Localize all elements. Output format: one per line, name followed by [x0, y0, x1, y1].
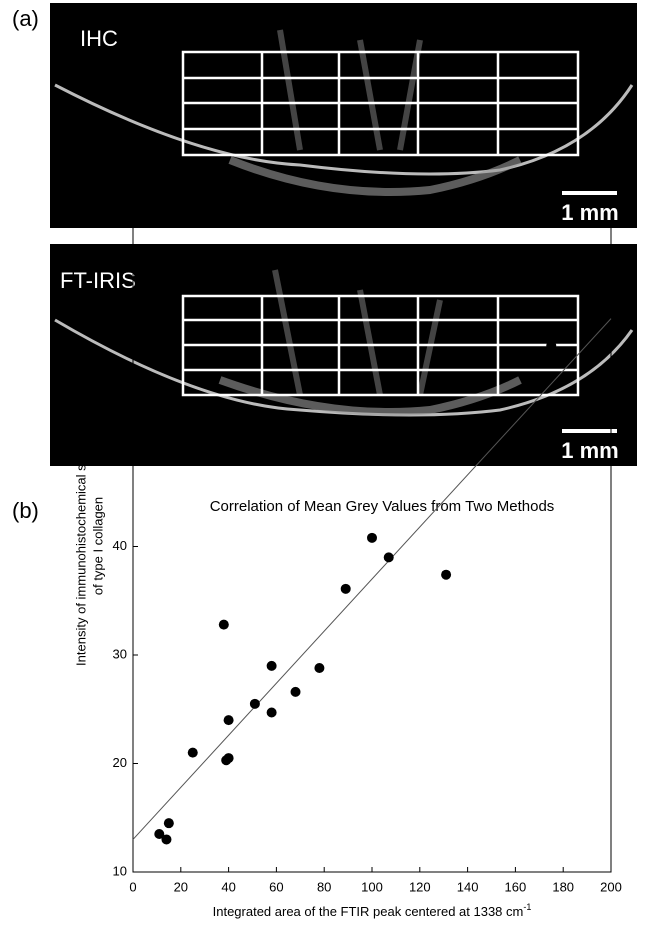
scale-label: 1 mm: [561, 438, 618, 463]
data-point: [187, 747, 198, 758]
x-axis-label: Integrated area of the FTIR peak centere…: [213, 902, 532, 919]
data-point: [266, 707, 277, 718]
data-point: [223, 715, 234, 726]
x-tick-label: 140: [457, 879, 479, 894]
data-point: [249, 698, 260, 709]
y-tick-label: 60: [113, 321, 127, 336]
x-tick-label: 80: [317, 879, 331, 894]
data-point: [223, 753, 234, 764]
data-point: [290, 686, 301, 697]
x-tick-label: 60: [269, 879, 283, 894]
y-axis-label: of type I collagen: [90, 497, 105, 595]
x-tick-label: 120: [409, 879, 431, 894]
data-point: [154, 829, 165, 840]
y-tick-label: 20: [113, 755, 127, 770]
micrograph: IHC 1 mm: [50, 3, 637, 228]
x-tick-label: 100: [361, 879, 383, 894]
y-tick-label: 40: [113, 538, 127, 553]
x-axis-label-text: Integrated area of the FTIR peak centere…: [213, 904, 524, 919]
data-point: [314, 663, 325, 674]
x-tick-label: 200: [600, 879, 622, 894]
y-axis-label: Intensity of immunohistochemical stainin…: [73, 426, 88, 666]
data-point: [367, 532, 377, 543]
y-tick-label: 50: [113, 429, 127, 444]
data-point: [218, 619, 229, 630]
image-label: IHC: [80, 26, 118, 51]
x-tick-label: 40: [221, 879, 235, 894]
data-point: [441, 569, 452, 580]
data-point: [546, 340, 557, 351]
data-point: [383, 552, 394, 563]
data-point: [400, 441, 411, 452]
data-point: [161, 834, 172, 845]
x-tick-label: 180: [552, 879, 574, 894]
data-point: [340, 583, 351, 594]
x-tick-label: 20: [174, 879, 188, 894]
micrograph: FT-IRIS 1 mm: [50, 244, 637, 466]
x-tick-label: 0: [129, 879, 136, 894]
x-axis-label-sup: -1: [523, 902, 531, 912]
y-tick-label: 70: [113, 212, 127, 227]
data-point: [163, 818, 174, 829]
panel-label: (b): [12, 498, 39, 523]
trend-line: [132, 318, 612, 840]
data-point: [266, 660, 277, 671]
panel-label: (a): [12, 6, 39, 31]
y-tick-label: 30: [113, 646, 127, 661]
data-point: [531, 450, 542, 461]
chart-title: Correlation of Mean Grey Values from Two…: [210, 498, 555, 515]
x-tick-label: 160: [505, 879, 527, 894]
y-tick-label: 10: [113, 863, 127, 878]
image-label: FT-IRIS: [60, 268, 136, 293]
